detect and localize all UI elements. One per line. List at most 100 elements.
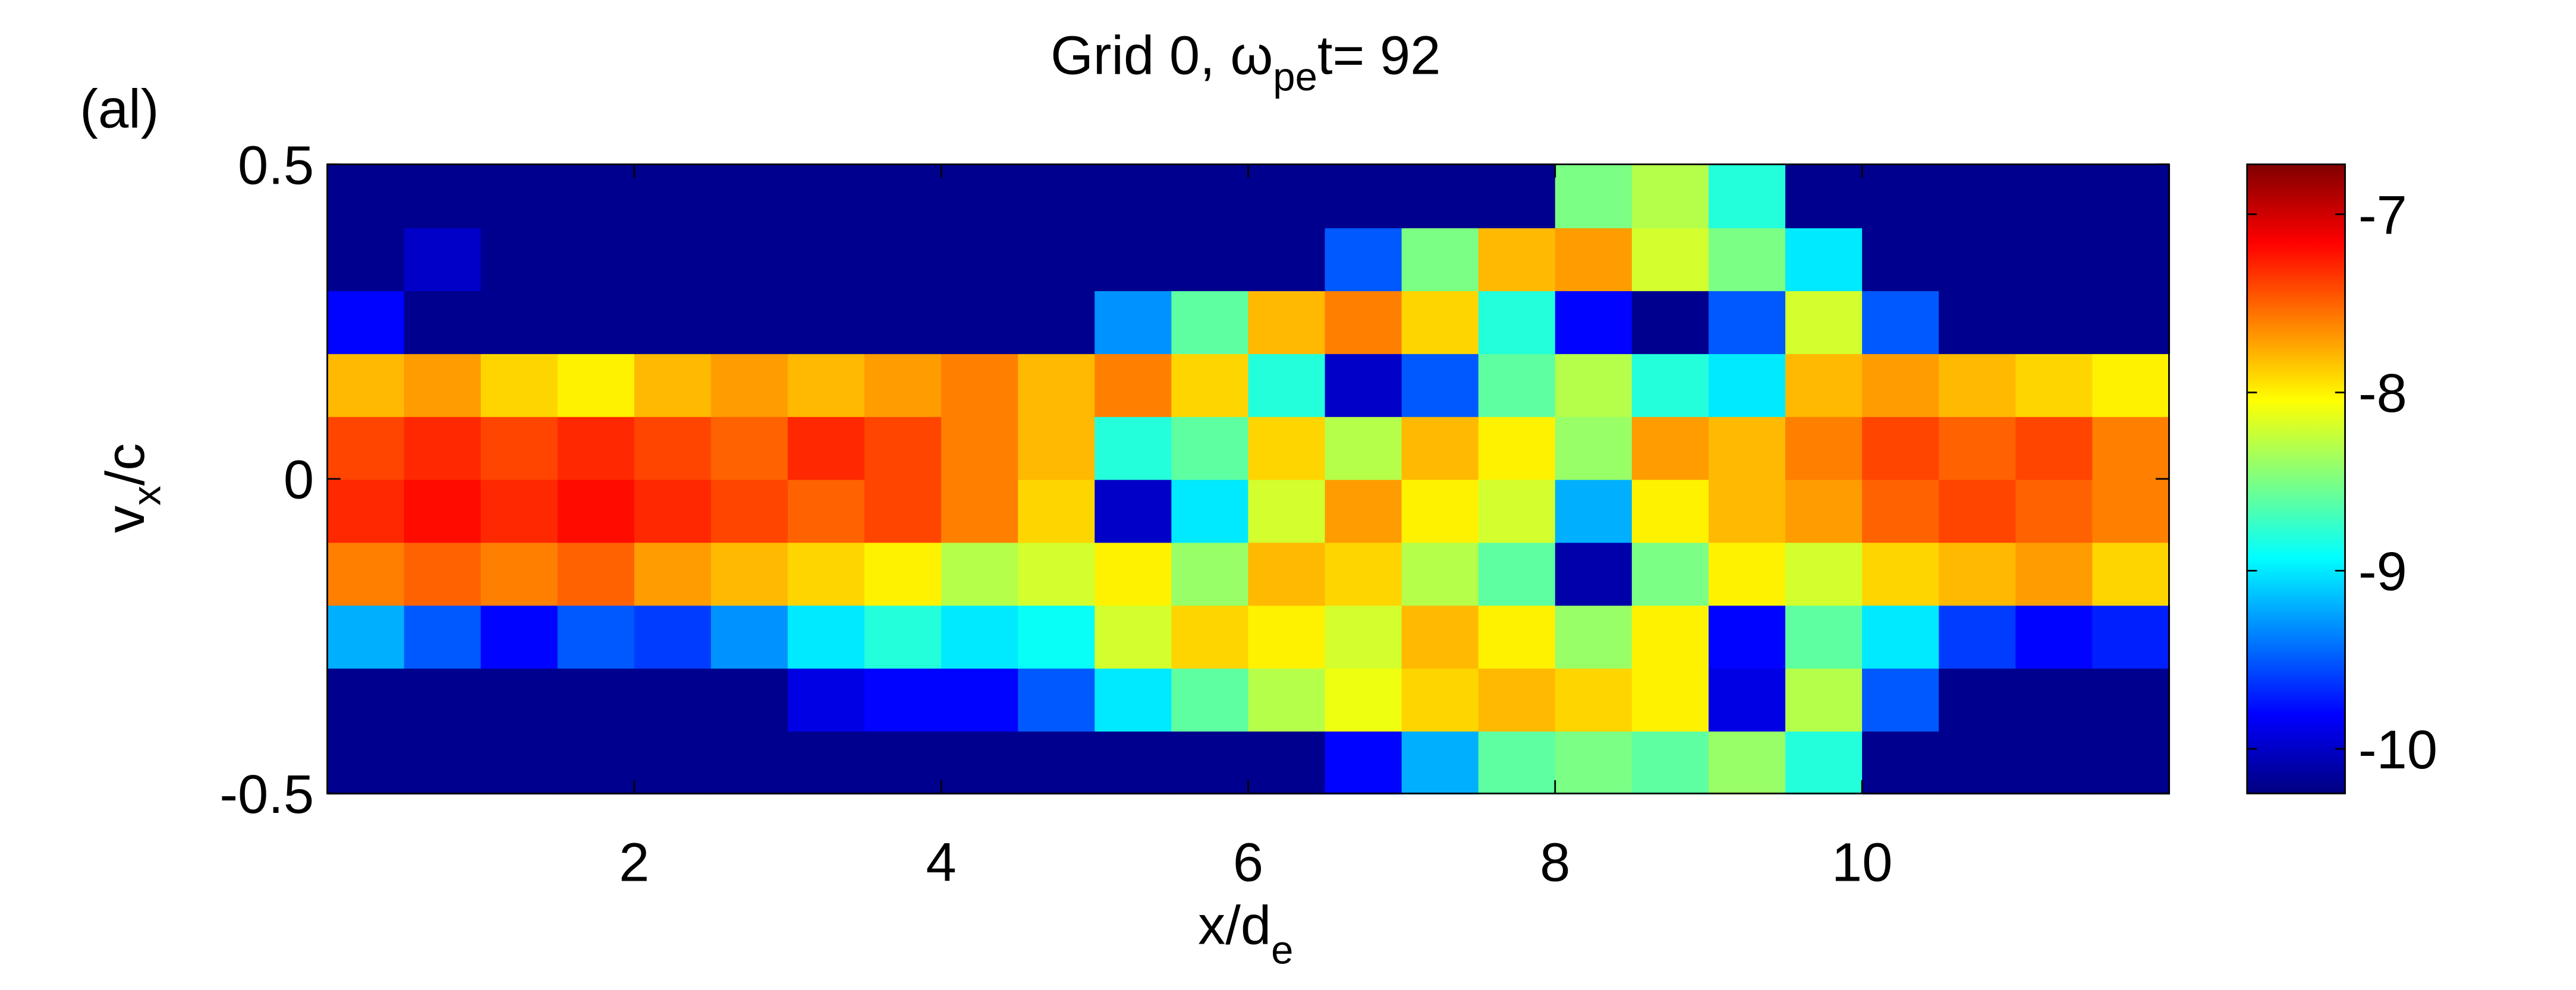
heatmap-cell (1401, 353, 1480, 417)
heatmap-cell (2092, 478, 2171, 543)
heatmap-cell (1325, 730, 1403, 794)
heatmap-cell (1094, 667, 1173, 732)
heatmap-cell (1094, 604, 1173, 669)
heatmap-cell (1631, 667, 1710, 732)
heatmap-cell (1248, 478, 1326, 543)
heatmap-cell (1325, 478, 1403, 543)
x-tick-label: 8 (1540, 832, 1570, 893)
heatmap-cell (404, 667, 482, 732)
heatmap-cell (1708, 353, 1786, 417)
heatmap-cell (1478, 164, 1556, 229)
heatmap-cell (1325, 353, 1403, 417)
heatmap-cell (404, 478, 482, 543)
heatmap-cell (557, 290, 636, 354)
heatmap-cell (1248, 667, 1326, 732)
heatmap-cell (1248, 730, 1326, 794)
heatmap-cell (710, 730, 789, 794)
heatmap-cell (1708, 730, 1786, 794)
heatmap-cell (557, 541, 636, 606)
heatmap-cell (1939, 541, 2017, 606)
heatmap-cell (864, 604, 942, 669)
heatmap-cell (327, 667, 405, 732)
heatmap-cell (634, 227, 712, 291)
heatmap-cell (1478, 227, 1556, 291)
heatmap-cell (1401, 667, 1480, 732)
heatmap-cell (1171, 541, 1250, 606)
heatmap-cell (1325, 667, 1403, 732)
heatmap-cell (864, 164, 942, 229)
heatmap-cell (1785, 353, 1863, 417)
heatmap-cell (864, 416, 942, 480)
heatmap-cell (1248, 416, 1326, 480)
heatmap-cell (1018, 416, 1096, 480)
heatmap-cell (1631, 416, 1710, 480)
heatmap-cell (557, 730, 636, 794)
heatmap-cell (557, 416, 636, 480)
heatmap-cell (634, 290, 712, 354)
heatmap-cell (1631, 227, 1710, 291)
heatmap-cell (710, 478, 789, 543)
heatmap-cell (1785, 290, 1863, 354)
heatmap-cell (1325, 290, 1403, 354)
heatmap-cell (1325, 541, 1403, 606)
heatmap-cell (1862, 478, 1940, 543)
heatmap-cell (1862, 227, 1940, 291)
heatmap-cell (1862, 604, 1940, 669)
heatmap-cell (1325, 164, 1403, 229)
heatmap-cell (1325, 416, 1403, 480)
heatmap-cell (710, 604, 789, 669)
heatmap-cell (1248, 164, 1326, 229)
heatmap-cell (2015, 416, 2094, 480)
heatmap-cell (634, 667, 712, 732)
heatmap-cell (1478, 667, 1556, 732)
heatmap-cell (2015, 227, 2094, 291)
heatmap-cell (941, 541, 1019, 606)
heatmap-cell (864, 541, 942, 606)
heatmap-cell (1018, 227, 1096, 291)
heatmap-cell (787, 667, 866, 732)
heatmap-cell (327, 604, 405, 669)
heatmap-cell (1094, 478, 1173, 543)
heatmap-cell (787, 290, 866, 354)
heatmap-cell (480, 667, 559, 732)
heatmap-cell (864, 353, 942, 417)
x-tick-label: 10 (1832, 832, 1893, 893)
heatmap-cell (1401, 541, 1480, 606)
heatmap-cell (1631, 478, 1710, 543)
heatmap-cell (710, 541, 789, 606)
heatmap-cell (480, 478, 559, 543)
heatmap-cell (1478, 478, 1556, 543)
y-tick-label: -0.5 (219, 764, 314, 825)
heatmap-cell (557, 478, 636, 543)
heatmap-cell (1631, 604, 1710, 669)
heatmap-cell (1785, 667, 1863, 732)
heatmap-cell (634, 164, 712, 229)
heatmap-cell (2015, 353, 2094, 417)
heatmap-cell (1785, 164, 1863, 229)
heatmap-cell (1862, 541, 1940, 606)
heatmap-cell (1708, 541, 1786, 606)
heatmap-cell (1171, 416, 1250, 480)
heatmap-cell (1018, 290, 1096, 354)
heatmap-cell (1939, 227, 2017, 291)
heatmap-cell (404, 164, 482, 229)
heatmap-cell (1862, 730, 1940, 794)
heatmap-cell (1018, 164, 1096, 229)
heatmap-cell (404, 730, 482, 794)
heatmap-cell (1248, 604, 1326, 669)
heatmap-cell (1785, 604, 1863, 669)
heatmap-cell (480, 416, 559, 480)
y-tick-label: 0 (284, 449, 314, 510)
heatmap-cell (634, 604, 712, 669)
heatmap-cell (2015, 164, 2094, 229)
heatmap-cell (787, 541, 866, 606)
heatmap-cell (2092, 541, 2171, 606)
heatmap-cell (941, 416, 1019, 480)
heatmap-cell (1171, 478, 1250, 543)
heatmap-cell (1708, 478, 1786, 543)
heatmap-cell (634, 730, 712, 794)
heatmap-cell (1939, 290, 2017, 354)
heatmap-cell (1939, 667, 2017, 732)
heatmap-cell (327, 353, 405, 417)
